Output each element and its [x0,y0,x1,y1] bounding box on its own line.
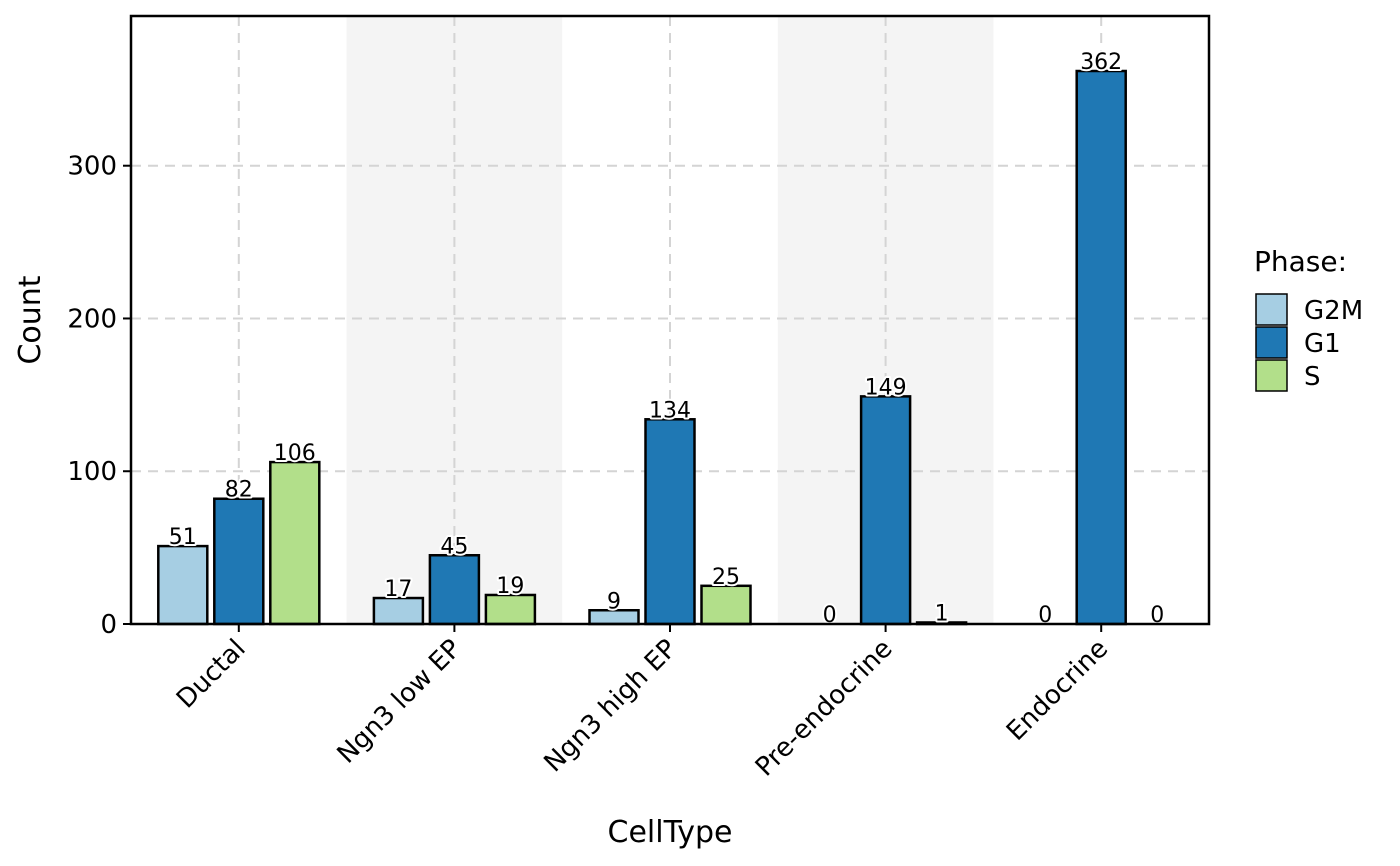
bar-s [269,460,321,626]
legend-label-s: S [1304,362,1321,392]
x-tick-label: Pre-endocrine [750,634,899,783]
x-axis: Ductal Ngn3 low EP Ngn3 high EP Pre-endocri… [171,624,1114,782]
x-axis-title: CellType [608,815,733,850]
data-label: 149 [865,375,907,400]
y-axis: 0 100 200 300 [67,152,131,640]
y-tick-label: 0 [100,610,117,640]
legend-swatch-g1 [1255,326,1288,359]
legend-swatch-g2m [1255,293,1288,326]
x-tick-label: Ngn3 low EP [332,634,468,770]
legend-label-g2m: G2M [1304,296,1363,326]
data-label: 362 [1080,50,1122,75]
bar-g1 [1075,69,1127,626]
y-axis-title: Count [13,275,48,364]
legend-label-g1: G1 [1304,329,1341,359]
data-label: 51 [169,525,197,550]
data-label: 1 [935,601,949,626]
data-label: 25 [712,565,740,590]
legend-title: Phase: [1254,245,1347,278]
data-label: 82 [225,478,253,503]
bar-g1 [213,497,265,626]
legend-swatch-s [1255,359,1288,392]
data-label: 17 [384,577,412,602]
bars [157,69,1182,626]
bar-g1 [859,395,912,626]
category-band [346,16,563,624]
x-tick-label: Ngn3 high EP [538,634,682,778]
y-tick-label: 200 [67,304,117,334]
data-label: 19 [496,574,524,599]
category-bands [346,16,994,624]
bar-g1 [428,554,481,626]
x-tick-label: Ductal [171,634,252,715]
data-label: 106 [274,441,316,466]
data-label: 134 [649,398,691,423]
bar-g1 [644,418,696,626]
data-label: 45 [440,534,468,559]
data-label: 9 [607,589,621,614]
bar-s [700,584,752,626]
x-tick-label: Endocrine [1001,634,1114,747]
bar-g2m [157,544,209,626]
y-tick-label: 100 [67,457,117,487]
y-tick-label: 300 [67,152,117,182]
bar-s [484,593,537,626]
